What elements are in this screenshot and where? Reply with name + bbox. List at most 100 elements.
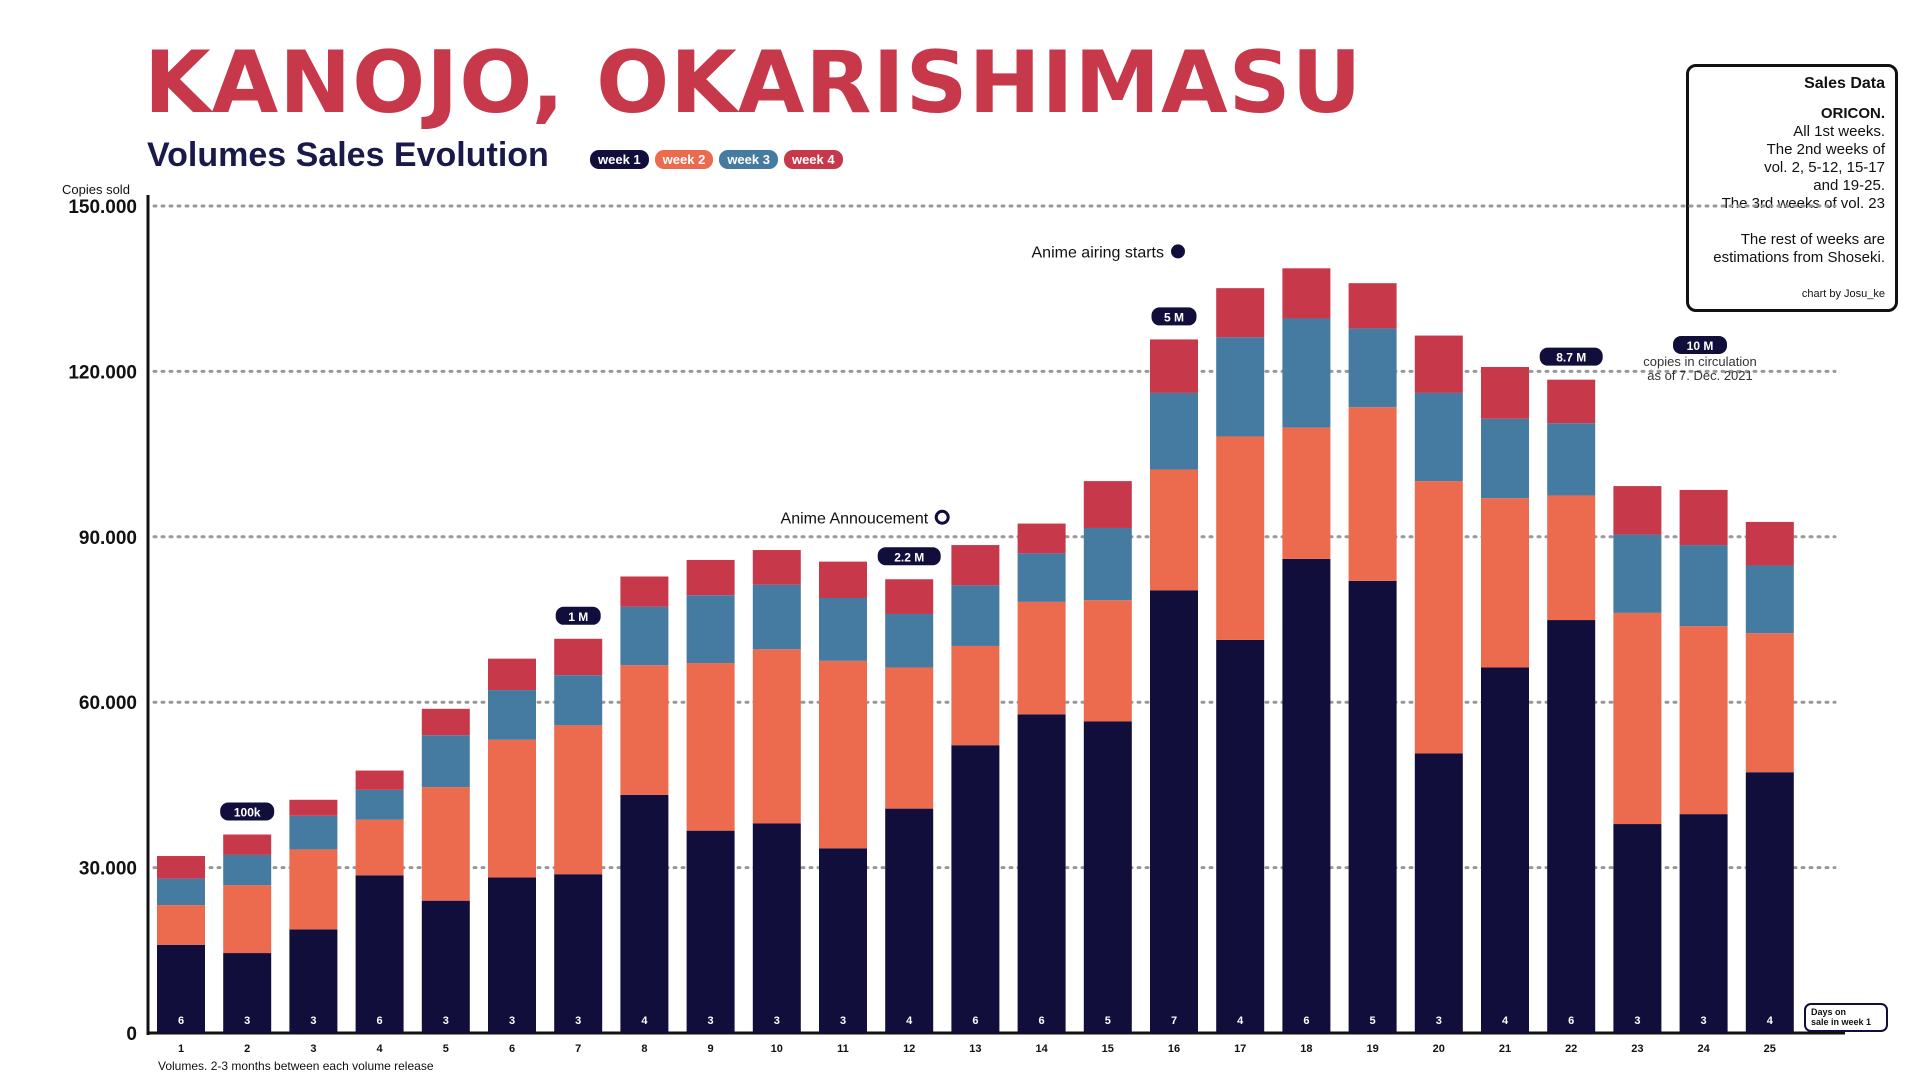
bar-segment-week-2	[554, 725, 603, 875]
x-axis-title: Volumes. 2-3 months between each volume …	[158, 1059, 434, 1073]
bar-segment-week-4	[686, 559, 735, 596]
bar-segment-week-1	[1481, 667, 1529, 1033]
bar-segment-week-4	[1282, 268, 1331, 319]
bar-segment-week-1	[1414, 753, 1463, 1033]
bar-segment-week-2	[1017, 601, 1066, 715]
chart-title: KANOJO, OKARISHIMASU	[144, 33, 1363, 133]
info-box-source: ORICON.	[1820, 105, 1885, 122]
days-on-sale-label: 6	[1303, 1015, 1309, 1027]
bar-segment-week-1	[421, 900, 470, 1033]
bar-segment-week-3	[951, 585, 1000, 646]
bar-segment-week-1	[223, 953, 272, 1033]
x-tick-label: 15	[1102, 1043, 1114, 1055]
x-tick-label: 5	[443, 1043, 449, 1055]
legend-week-2: week 2	[654, 150, 714, 169]
bar-segment-week-3	[885, 613, 934, 668]
bar-segment-week-3	[1083, 527, 1132, 601]
days-on-sale-label: 4	[1502, 1015, 1509, 1027]
days-on-sale-label: 3	[509, 1015, 515, 1027]
days-on-sale-label: 6	[972, 1015, 978, 1027]
bar-segment-week-3	[1547, 423, 1596, 496]
annotation-marker	[1171, 244, 1185, 259]
days-on-sale-key-label: sale in week 1	[1811, 1017, 1871, 1027]
bar-segment-week-4	[1547, 379, 1596, 424]
bar-segment-week-4	[421, 708, 470, 736]
bar-segment-week-4	[355, 770, 404, 790]
bar-segment-week-4	[752, 550, 801, 585]
bar-segment-week-4	[1150, 339, 1198, 393]
annotation-marker	[934, 509, 950, 525]
x-tick-label: 13	[969, 1043, 981, 1055]
info-box-line: and 19-25.	[1813, 177, 1885, 194]
days-on-sale-label: 6	[377, 1015, 383, 1027]
bar-segment-week-4	[554, 638, 603, 676]
bar-segment-week-2	[1414, 481, 1463, 754]
bar-segment-week-4	[1481, 366, 1529, 419]
bar-segment-week-2	[1216, 436, 1265, 640]
y-tick-label: 150.000	[68, 197, 137, 218]
bar-segment-week-2	[1613, 612, 1662, 825]
bar-segment-week-3	[488, 690, 536, 740]
bar-segment-week-1	[1083, 721, 1132, 1033]
bar-segment-week-2	[1083, 600, 1132, 722]
circulation-badge: 8.7 M	[1556, 351, 1586, 365]
info-box-title: Sales Data	[1804, 75, 1885, 92]
bar-segment-week-4	[1414, 335, 1463, 393]
circulation-badge: 5 M	[1164, 310, 1184, 324]
circulation-badge-bg	[220, 802, 275, 821]
legend: week 1 week 2 week 3 week 4	[590, 150, 843, 169]
bar-segment-week-2	[885, 667, 934, 809]
circulation-badge-bg	[1151, 307, 1197, 326]
info-box-line: The 3rd weeks of vol. 23	[1721, 195, 1885, 212]
bar-segment-week-1	[1613, 824, 1662, 1033]
bar-segment-week-1	[1216, 639, 1265, 1033]
sales-data-info-box: Sales Data ORICON. All 1st weeks. The 2n…	[1686, 64, 1898, 312]
x-tick-label: 25	[1764, 1043, 1776, 1055]
bar-segment-week-3	[157, 878, 205, 906]
bar-segment-week-3	[819, 597, 867, 661]
bar-segment-week-4	[223, 834, 272, 855]
bar-segment-week-4	[1613, 486, 1662, 535]
circulation-badge: 2.2 M	[894, 550, 924, 564]
bar-segment-week-1	[1745, 772, 1794, 1033]
bar-segment-week-3	[686, 595, 735, 664]
legend-week-4: week 4	[783, 150, 843, 169]
bar-segment-week-4	[1679, 489, 1728, 546]
x-tick-label: 12	[903, 1043, 915, 1055]
chart-subtitle: Volumes Sales Evolution	[147, 136, 549, 174]
days-on-sale-label: 4	[1237, 1015, 1244, 1027]
y-tick-label: 30.000	[79, 859, 137, 880]
bar-segment-week-3	[1745, 565, 1794, 634]
days-on-sale-label: 3	[708, 1015, 714, 1027]
bar-segment-week-1	[1547, 620, 1596, 1033]
days-on-sale-label: 5	[1105, 1015, 1111, 1027]
x-tick-label: 4	[377, 1043, 384, 1055]
x-tick-label: 1	[178, 1043, 184, 1055]
info-box-line: The 2nd weeks of	[1766, 141, 1885, 158]
x-tick-label: 17	[1234, 1043, 1246, 1055]
x-tick-label: 20	[1433, 1043, 1445, 1055]
bar-segment-week-4	[289, 799, 338, 816]
days-on-sale-label: 6	[1568, 1015, 1574, 1027]
bar-segment-week-3	[1216, 337, 1265, 437]
days-on-sale-label: 3	[1634, 1015, 1640, 1027]
x-tick-label: 3	[310, 1043, 316, 1055]
bar-segment-week-3	[1414, 392, 1463, 482]
x-tick-label: 19	[1366, 1043, 1378, 1055]
bar-segment-week-3	[1282, 318, 1331, 428]
bar-segment-week-3	[752, 584, 801, 650]
bar-segment-week-1	[1348, 580, 1397, 1033]
days-on-sale-label: 3	[443, 1015, 449, 1027]
x-tick-label: 23	[1631, 1043, 1643, 1055]
circulation-badge: 1 M	[568, 610, 588, 624]
bar-segment-week-1	[620, 794, 669, 1033]
days-on-sale-label: 3	[310, 1015, 316, 1027]
bar-segment-week-4	[885, 579, 934, 614]
days-on-sale-label: 4	[906, 1015, 913, 1027]
x-tick-label: 10	[771, 1043, 783, 1055]
bar-segment-week-2	[1150, 469, 1198, 591]
circulation-badge-final-bg	[1673, 336, 1727, 354]
annotation-label: Anime airing starts	[1032, 244, 1165, 261]
bar-segment-week-1	[752, 823, 801, 1033]
